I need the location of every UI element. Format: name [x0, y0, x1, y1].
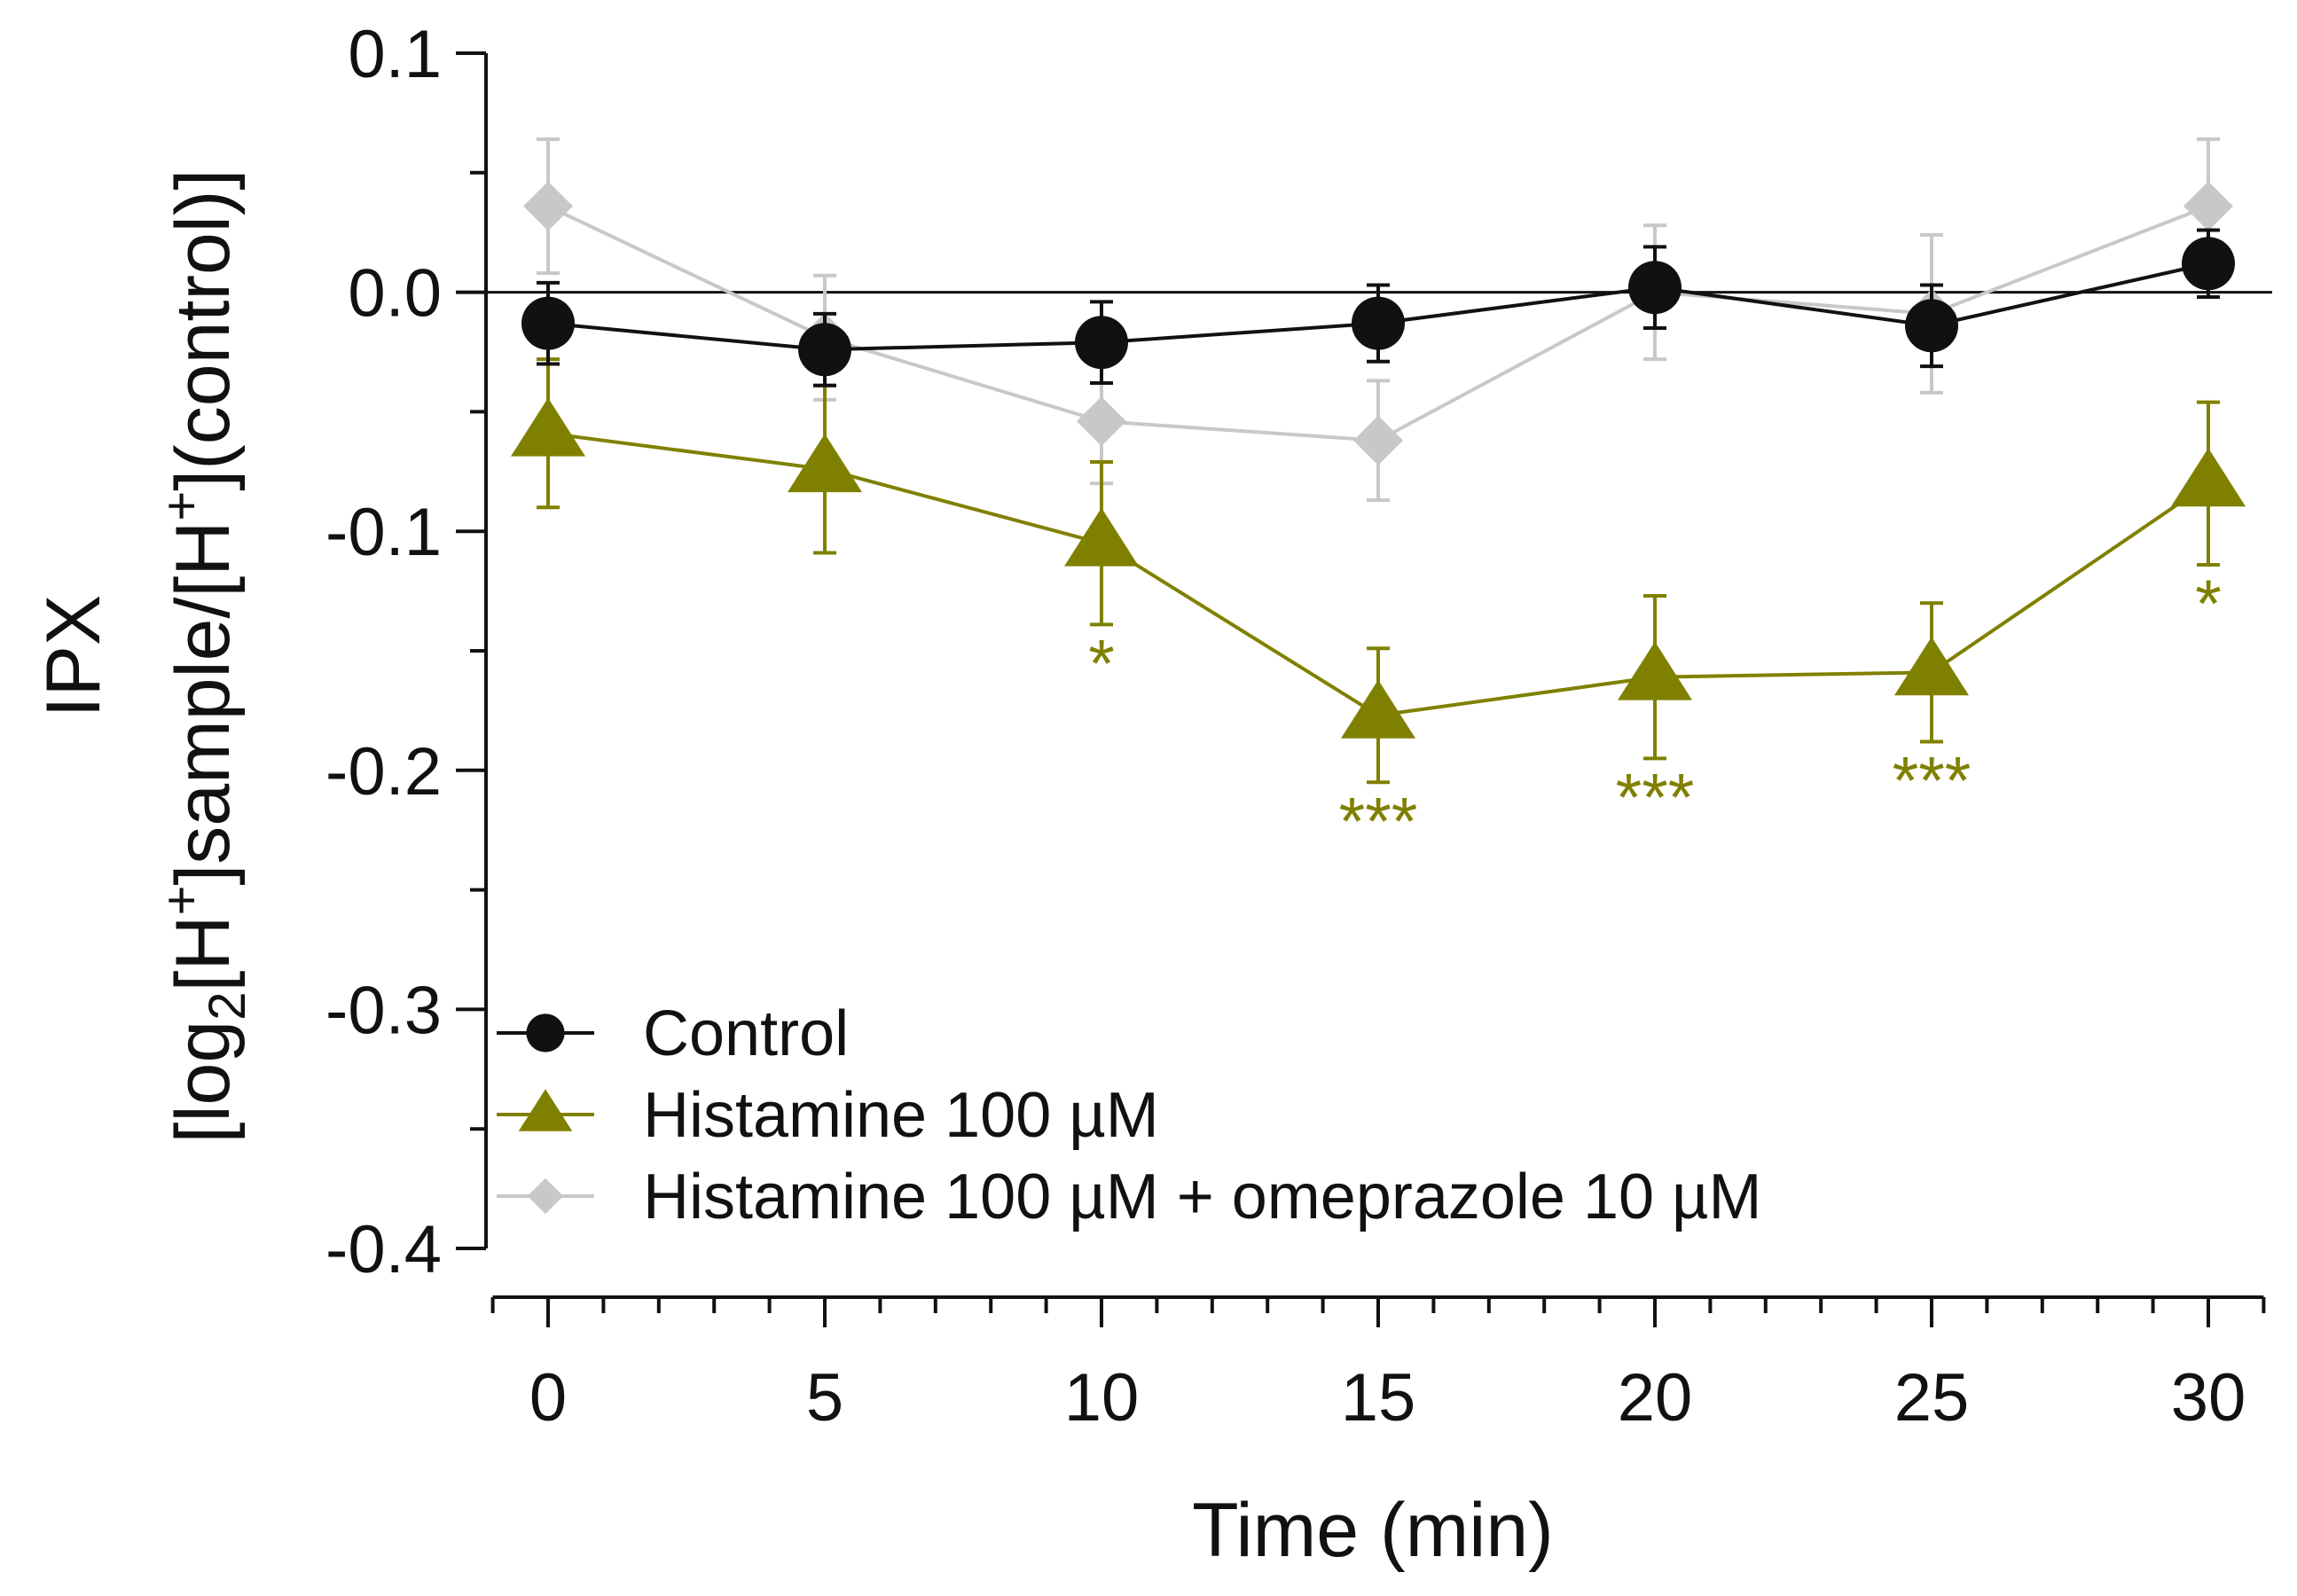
data-point: [1905, 299, 1958, 353]
x-tick-label: 10: [1064, 1360, 1140, 1436]
legend-label: Histamine 100 µM + omeprazole 10 µM: [643, 1162, 1762, 1232]
data-point: [1075, 316, 1128, 370]
y-title-part: ](control)]: [161, 169, 246, 491]
legend-marker: [518, 1089, 573, 1131]
y-tick-label: 0.0: [348, 256, 442, 332]
x-tick-label: 30: [2171, 1360, 2246, 1436]
data-point: [2182, 237, 2235, 291]
y-title-superscript: +: [153, 491, 210, 521]
data-point: [1077, 396, 1126, 447]
data-point: [521, 296, 575, 350]
x-tick-label: 25: [1894, 1360, 1970, 1436]
significance-annotations: **** *** ****: [1088, 567, 2222, 859]
series-1: [511, 357, 2246, 785]
data-point: [2183, 181, 2233, 231]
data-point: [1064, 507, 1139, 567]
significance-marker: *: [1088, 626, 1115, 701]
y-axis-title-line2: [log2[H+]sample/[H+](control)]: [153, 169, 256, 1144]
legend-label: Histamine 100 µM: [643, 1080, 1159, 1151]
legend-marker: [526, 1013, 565, 1052]
data-point: [798, 323, 851, 377]
series-layer: [511, 137, 2246, 785]
legend-marker: [527, 1177, 564, 1215]
data-point: [1628, 261, 1682, 315]
significance-marker: *: [2195, 567, 2222, 642]
legend-item: Histamine 100 µM + omeprazole 10 µM: [497, 1162, 1762, 1232]
data-point: [788, 434, 862, 493]
legend-item: Control: [497, 998, 849, 1069]
y-tick-label: -0.4: [325, 1212, 442, 1287]
significance-marker: ***: [1339, 784, 1418, 859]
y-tick-label: -0.2: [325, 734, 442, 810]
y-title-part: [H: [161, 916, 246, 992]
y-title-subscript: 2: [199, 992, 256, 1021]
significance-marker: ***: [1616, 760, 1695, 835]
data-point: [1352, 296, 1405, 350]
x-tick-label: 0: [529, 1360, 567, 1436]
y-tick-label: -0.3: [325, 973, 442, 1048]
x-tick-label: 15: [1341, 1360, 1416, 1436]
y-tick-label: 0.1: [348, 17, 442, 92]
x-tick-label: 20: [1618, 1360, 1693, 1436]
axes: 0.1 0.0 -0.1 -0.2 -0.3 -0.4 0 5 10 15 20 25 30: [325, 17, 2266, 1436]
y-title-part: ]sample/[H: [161, 521, 246, 886]
y-axis-title: IPX [log2[H+]sample/[H+](control)]: [31, 169, 256, 1144]
data-point: [523, 181, 573, 231]
data-point: [2171, 448, 2246, 507]
x-axis-title: Time (min): [1192, 1488, 1554, 1573]
legend: Control Histamine 100 µM Histamine 100 µM …: [497, 998, 1762, 1232]
legend-label: Control: [643, 998, 849, 1069]
x-tick-label: 5: [806, 1360, 843, 1436]
data-point: [1341, 679, 1415, 739]
data-point: [1894, 637, 1969, 696]
y-title-superscript: +: [153, 886, 210, 916]
data-point: [1618, 641, 1692, 700]
y-axis-title-line1: IPX: [31, 595, 116, 718]
data-point: [511, 397, 585, 457]
y-title-part: [log: [161, 1021, 246, 1144]
data-point: [1353, 415, 1403, 466]
legend-item: Histamine 100 µM: [497, 1080, 1159, 1151]
y-tick-label: -0.1: [325, 495, 442, 570]
series-0: [521, 228, 2235, 387]
significance-marker: ***: [1893, 743, 1972, 818]
